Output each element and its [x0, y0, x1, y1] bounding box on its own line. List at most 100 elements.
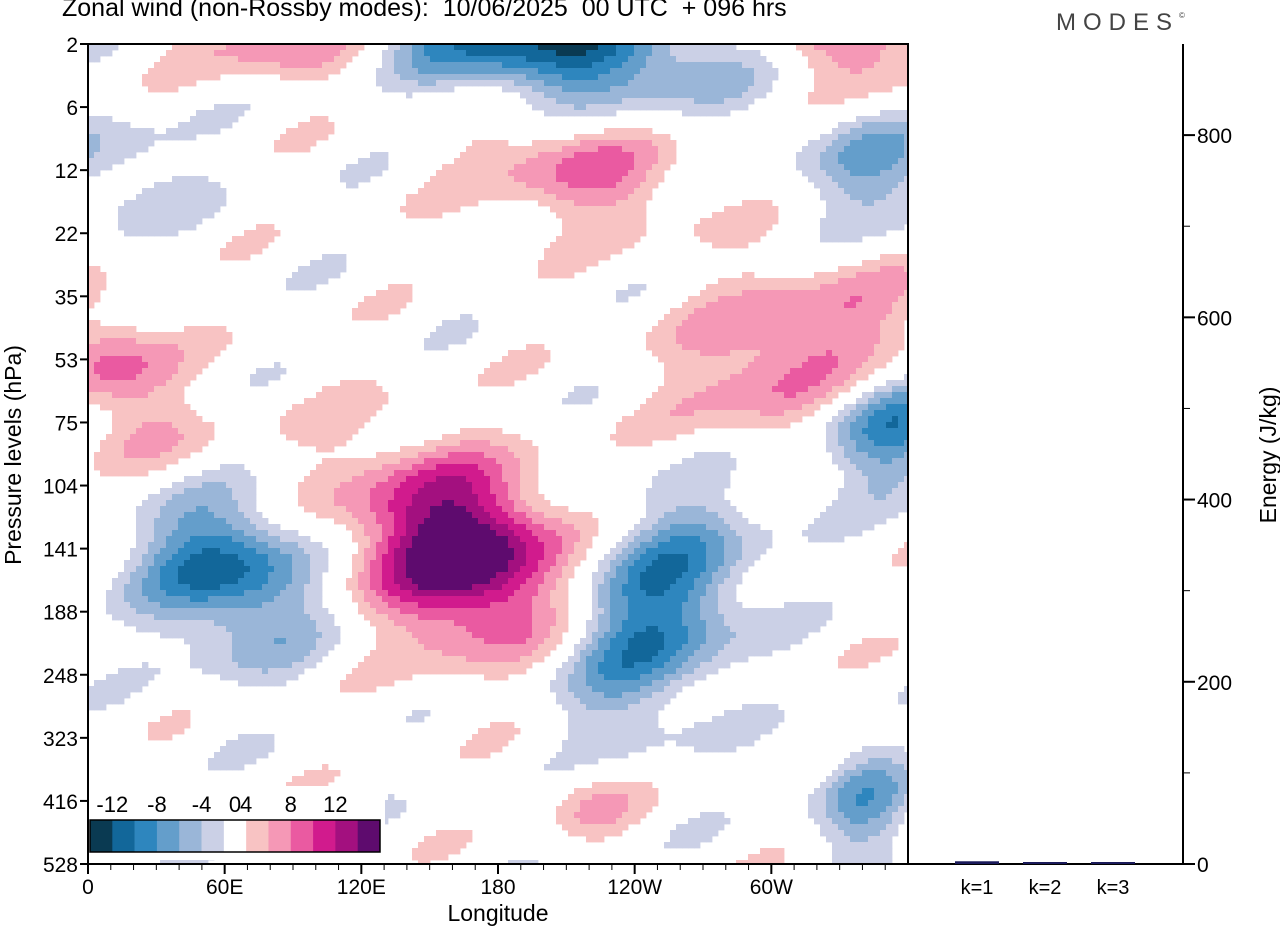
contour-cell — [196, 116, 203, 123]
contour-cell — [292, 416, 299, 423]
contour-cell — [244, 44, 251, 51]
contour-cell — [196, 56, 203, 63]
contour-cell — [670, 68, 677, 75]
contour-cell — [880, 350, 887, 357]
contour-cell — [742, 314, 749, 321]
contour-cell — [616, 74, 623, 81]
contour-cell — [490, 44, 497, 51]
contour-cell — [406, 494, 413, 501]
contour-cell — [274, 50, 281, 57]
contour-cell — [652, 392, 659, 399]
contour-cell — [886, 80, 893, 87]
contour-cell — [868, 260, 875, 267]
contour-cell — [316, 506, 323, 513]
contour-cell — [694, 332, 701, 339]
contour-cell — [826, 98, 833, 105]
contour-cell — [190, 332, 197, 339]
contour-cell — [418, 194, 425, 201]
contour-cell — [652, 170, 659, 177]
contour-cell — [184, 338, 191, 345]
contour-cell — [838, 224, 845, 231]
contour-cell — [508, 164, 515, 171]
contour-cell — [718, 386, 725, 393]
contour-cell — [718, 224, 725, 231]
contour-cell — [202, 188, 209, 195]
contour-cell — [430, 470, 437, 477]
contour-cell — [502, 446, 509, 453]
contour-cell — [688, 410, 695, 417]
contour-cell — [574, 398, 581, 405]
contour-cell — [874, 146, 881, 153]
contour-cell — [838, 302, 845, 309]
contour-cell — [172, 494, 179, 501]
contour-cell — [220, 56, 227, 63]
contour-cell — [424, 194, 431, 201]
contour-cell — [688, 320, 695, 327]
contour-cell — [640, 416, 647, 423]
contour-cell — [304, 410, 311, 417]
contour-cell — [862, 200, 869, 207]
contour-cell — [112, 44, 119, 51]
contour-cell — [898, 128, 905, 135]
contour-cell — [406, 452, 413, 459]
contour-cell — [178, 128, 185, 135]
contour-cell — [694, 326, 701, 333]
contour-cell — [310, 482, 317, 489]
contour-cell — [814, 152, 821, 159]
contour-cell — [670, 410, 677, 417]
contour-cell — [130, 434, 137, 441]
contour-cell — [838, 152, 845, 159]
contour-cell — [532, 152, 539, 159]
contour-cell — [544, 92, 551, 99]
contour-cell — [838, 314, 845, 321]
contour-cell — [784, 344, 791, 351]
contour-cell — [412, 200, 419, 207]
contour-cell — [802, 164, 809, 171]
contour-cell — [832, 434, 839, 441]
contour-cell — [556, 188, 563, 195]
contour-cell — [760, 386, 767, 393]
contour-cell — [136, 218, 143, 225]
contour-cell — [628, 434, 635, 441]
contour-cell — [712, 56, 719, 63]
contour-cell — [640, 98, 647, 105]
contour-cell — [322, 410, 329, 417]
contour-cell — [562, 80, 569, 87]
contour-cell — [610, 80, 617, 87]
contour-cell — [508, 470, 515, 477]
contour-cell — [328, 458, 335, 465]
contour-cell — [448, 62, 455, 69]
contour-cell — [532, 488, 539, 495]
contour-cell — [586, 236, 593, 243]
contour-cell — [94, 128, 101, 135]
contour-cell — [718, 98, 725, 105]
contour-cell — [736, 56, 743, 63]
contour-cell — [160, 194, 167, 201]
contour-cell — [244, 68, 251, 75]
contour-cell — [838, 440, 845, 447]
contour-cell — [100, 470, 107, 477]
contour-cell — [748, 224, 755, 231]
contour-cell — [850, 314, 857, 321]
contour-cell — [898, 440, 905, 447]
contour-cell — [274, 368, 281, 375]
contour-cell — [106, 158, 113, 165]
contour-cell — [856, 176, 863, 183]
contour-cell — [796, 284, 803, 291]
contour-cell — [238, 104, 245, 111]
contour-cell — [676, 398, 683, 405]
contour-cell — [832, 416, 839, 423]
contour-cell — [622, 158, 629, 165]
contour-cell — [184, 50, 191, 57]
contour-cell — [298, 422, 305, 429]
contour-cell — [94, 170, 101, 177]
contour-cell — [724, 68, 731, 75]
contour-cell — [712, 110, 719, 117]
contour-cell — [490, 194, 497, 201]
contour-cell — [850, 440, 857, 447]
contour-cell — [94, 140, 101, 147]
contour-cell — [178, 176, 185, 183]
contour-cell — [772, 302, 779, 309]
contour-cell — [820, 386, 827, 393]
contour-cell — [796, 332, 803, 339]
